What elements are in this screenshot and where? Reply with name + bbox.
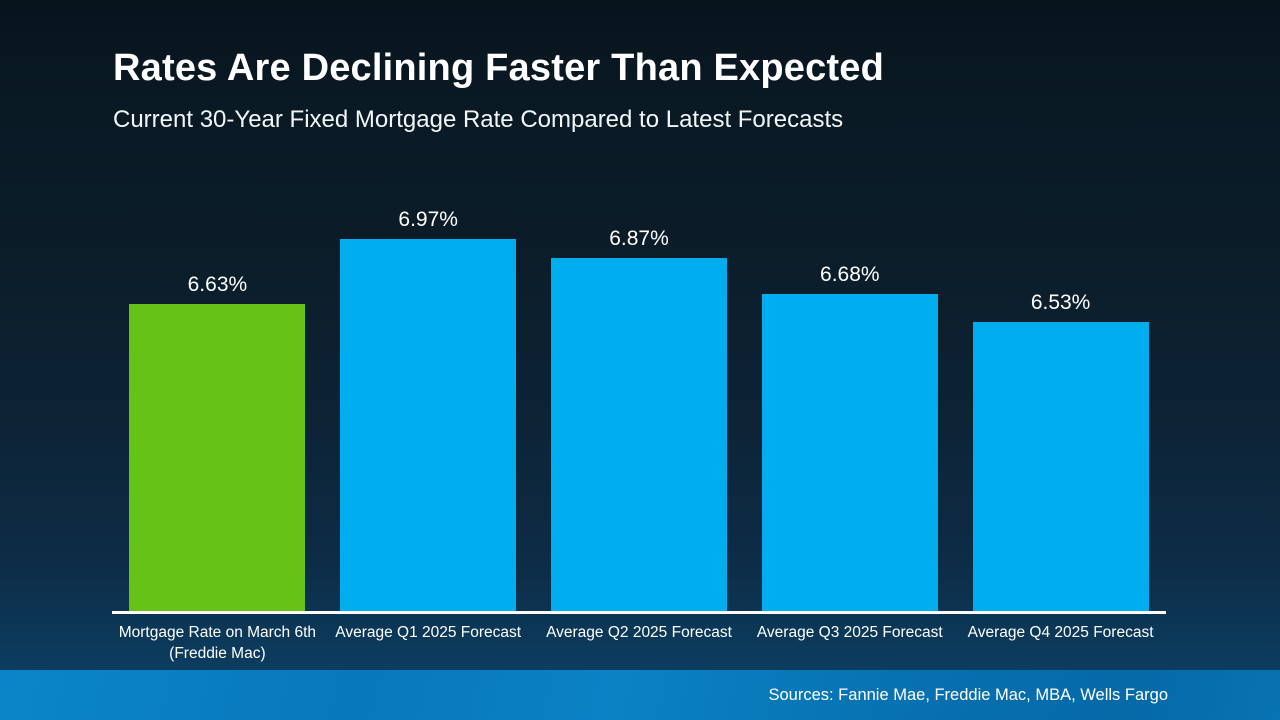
bar-forecast <box>972 322 1149 611</box>
category-label: Average Q2 2025 Forecast <box>546 624 732 641</box>
bar-column: 6.53% <box>955 291 1166 611</box>
source-band: Sources: Fannie Mae, Freddie Mac, MBA, W… <box>0 670 1280 720</box>
bar-chart: 6.63% 6.97% 6.87% 6.68% 6.53% Mortgage Rate … <box>112 196 1166 665</box>
bar-column: 6.68% <box>744 263 955 611</box>
category-labels-row: Mortgage Rate on March 6th (Freddie Mac)… <box>112 623 1166 665</box>
bar-column: 6.97% <box>323 208 534 611</box>
page-title: Rates Are Declining Faster Than Expected <box>113 47 885 89</box>
bar-column: 6.87% <box>534 227 745 611</box>
bar-forecast <box>761 294 938 611</box>
bar-current-rate <box>129 303 306 611</box>
category-label: Average Q1 2025 Forecast <box>335 624 522 641</box>
page-subtitle: Current 30-Year Fixed Mortgage Rate Comp… <box>113 105 844 133</box>
bars-row: 6.63% 6.97% 6.87% 6.68% 6.53% <box>112 196 1166 611</box>
bar-forecast <box>340 239 517 611</box>
x-axis-line <box>112 611 1166 614</box>
bar-forecast <box>550 258 727 611</box>
category-label: Mortgage Rate on March 6th (Freddie Mac) <box>118 624 317 662</box>
source-note: Sources: Fannie Mae, Freddie Mac, MBA, W… <box>768 685 1168 704</box>
category-label: Average Q4 2025 Forecast <box>967 624 1154 641</box>
bar-value-label: 6.63% <box>187 272 248 296</box>
header: Rates Are Declining Faster Than Expected… <box>113 47 885 135</box>
bar-value-label: 6.97% <box>398 208 458 232</box>
bar-value-label: 6.87% <box>609 227 669 251</box>
bar-column: 6.63% <box>112 272 323 611</box>
category-label: Average Q3 2025 Forecast <box>756 624 943 641</box>
bar-value-label: 6.68% <box>820 263 880 287</box>
bar-value-label: 6.53% <box>1030 291 1091 315</box>
